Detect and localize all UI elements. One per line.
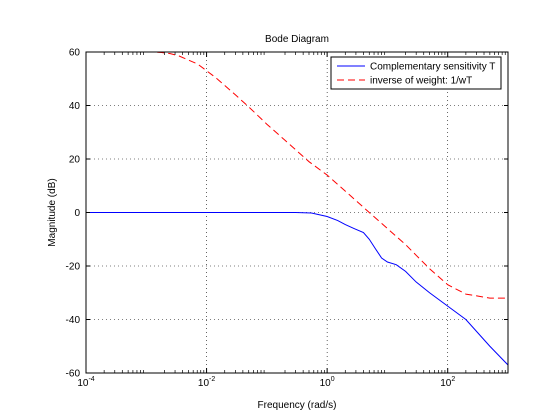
x-tick-label: 100 xyxy=(320,376,335,389)
legend-box xyxy=(330,56,502,90)
legend-label-complementary-sensitivity: Complementary sensitivity T xyxy=(370,62,495,73)
x-axis-label: Frequency (rad/s) xyxy=(258,400,337,411)
x-tick-label: 10-2 xyxy=(198,376,215,389)
y-tick-label: -20 xyxy=(66,262,81,273)
y-tick-label: -60 xyxy=(66,369,81,380)
y-axis-label: Magnitude (dB) xyxy=(47,178,58,246)
series-line-inverse-weight xyxy=(146,51,508,299)
plot-lines xyxy=(86,51,509,366)
x-tick-label: 10-4 xyxy=(77,376,94,389)
x-tick-label: 102 xyxy=(440,376,455,389)
y-tick-label: -40 xyxy=(66,315,81,326)
legend: Complementary sensitivity T inverse of w… xyxy=(330,56,502,90)
y-tick-label: 0 xyxy=(74,208,80,219)
y-tick-label: 60 xyxy=(69,48,81,59)
y-tick-label: 20 xyxy=(69,155,81,166)
legend-label-inverse-weight: inverse of weight: 1/wT xyxy=(370,76,472,87)
chart-title: Bode Diagram xyxy=(265,34,329,45)
series-line-complementary-sensitivity xyxy=(86,212,509,366)
y-tick-label: 40 xyxy=(69,101,81,112)
